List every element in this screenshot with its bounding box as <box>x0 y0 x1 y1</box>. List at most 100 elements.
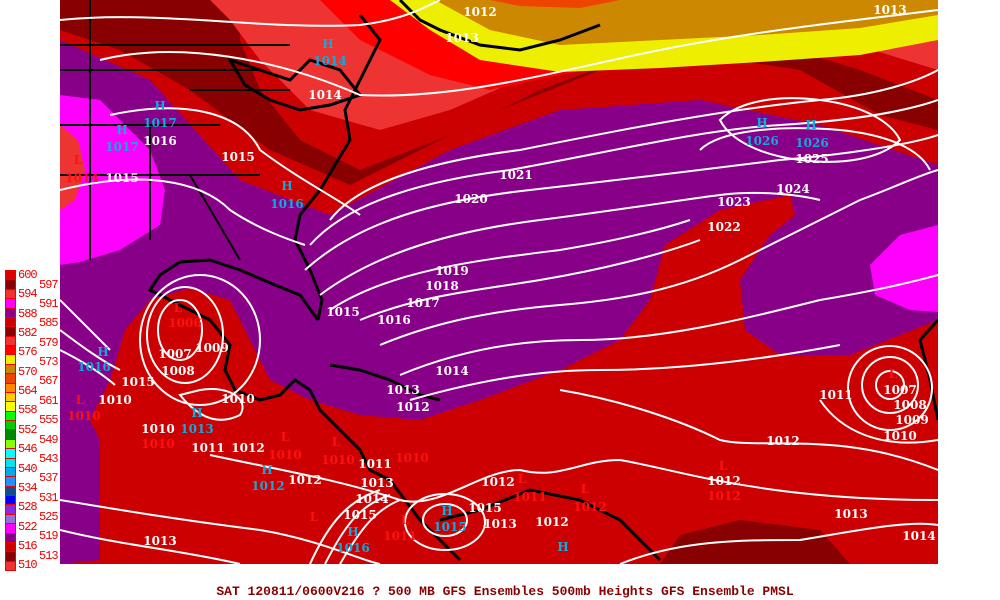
fill-purple <box>60 40 938 564</box>
high-pressure-value: 1017 <box>105 140 138 154</box>
cuba <box>329 363 441 402</box>
high-pressure-marker: H <box>441 504 452 518</box>
low-pressure-marker: L <box>581 482 590 496</box>
low-pressure-marker: L <box>174 301 183 315</box>
legend-label: 525 <box>39 509 59 524</box>
isobar-label: 1008 <box>893 398 926 412</box>
high-pressure-value: 1013 <box>180 422 213 436</box>
color-legend: 600 597 594 591 588 585 582 579 576 573 570 567 564 5… <box>4 268 60 571</box>
isobar-label: 1007 <box>158 347 191 361</box>
legend-label: 513 <box>39 548 59 563</box>
isobar-label: 1019 <box>435 264 468 278</box>
legend-label: 531 <box>39 490 59 505</box>
isobar-label: 1009 <box>195 341 228 355</box>
legend-label: 573 <box>39 355 59 370</box>
map-caption: SAT 120811/0600V216 ? 500 MB GFS Ensembl… <box>216 584 794 599</box>
legend-label: 516 <box>18 538 38 553</box>
low-pressure-value: 1012 <box>573 500 606 514</box>
high-pressure-value: 1017 <box>143 116 176 130</box>
us-east-coast <box>293 14 382 321</box>
legend-label: 546 <box>18 442 38 457</box>
high-pressure-marker: H <box>322 37 333 51</box>
isobar-label: 1013 <box>873 3 906 17</box>
low-pressure-marker: L <box>889 367 898 381</box>
high-pressure-marker: H <box>347 525 358 539</box>
isobar-label: 1007 <box>883 383 916 397</box>
high-pressure-value: 1015 <box>433 520 466 534</box>
legend-label: 528 <box>18 500 38 515</box>
low-pressure-value: 1010 <box>141 437 174 451</box>
isobar-label: 1015 <box>105 171 138 185</box>
high-pressure-marker: H <box>281 179 292 193</box>
low-pressure-marker: L <box>310 510 319 524</box>
legend-label: 594 <box>18 287 38 302</box>
high-pressure-value: 1016 <box>77 360 110 374</box>
low-pressure-marker: L <box>401 513 410 527</box>
coastlines <box>60 0 938 562</box>
legend-label: 600 <box>18 268 38 282</box>
gulf-coast <box>147 258 391 482</box>
legend-label: 561 <box>39 393 59 408</box>
legend-label: 585 <box>39 316 59 331</box>
low-pressure-marker: L <box>76 393 85 407</box>
isobar-label: 1014 <box>435 364 468 378</box>
canada-coast <box>398 0 601 52</box>
isobar-label: 1013 <box>834 507 867 521</box>
isobar-label: 1012 <box>288 473 321 487</box>
isobar-label: 1012 <box>396 400 429 414</box>
isobar-label: 1022 <box>707 220 740 234</box>
fill-magenta-east <box>870 225 938 312</box>
high-pressure-value: 1012 <box>251 479 284 493</box>
isobar-label: 1015 <box>468 501 501 515</box>
low-pressure-marker: L <box>719 459 728 473</box>
high-pressure-marker: H <box>261 463 272 477</box>
high-pressure-marker: H <box>116 123 127 137</box>
us-state-lines <box>60 0 290 261</box>
isobar-label: 1010 <box>883 429 916 443</box>
isobar-label: 1008 <box>161 364 194 378</box>
isobar-label: 1015 <box>121 375 154 389</box>
high-pressure-marker: H <box>191 406 202 420</box>
central-america <box>388 479 462 562</box>
isobar-label: 1020 <box>454 192 487 206</box>
legend-label: 564 <box>18 384 38 399</box>
south-america-coast <box>439 488 662 562</box>
low-pressure-value: 1011 <box>513 490 546 504</box>
isobar-label: 1012 <box>707 474 740 488</box>
high-pressure-marker: H <box>805 118 816 132</box>
legend-label: 558 <box>18 403 38 418</box>
isobar-label: 1013 <box>445 31 478 45</box>
legend-label: 555 <box>39 413 59 428</box>
weather-map: 1012 1013 H 1014 1014 H 1017 H 1017 1016 1015 L 1014… <box>60 0 938 564</box>
isobar-label: 1013 <box>360 476 393 490</box>
fill-orange-red <box>490 0 620 8</box>
isobar-label: 1013 <box>143 534 176 548</box>
isobar-label: 1025 <box>795 152 828 166</box>
isobar-label: 1016 <box>143 134 176 148</box>
isobar-label: 1013 <box>483 517 516 531</box>
legend-swatch <box>5 560 16 571</box>
height-fills <box>60 0 938 564</box>
low-pressure-value: 1010 <box>395 451 428 465</box>
isobar-label: 1009 <box>895 413 928 427</box>
legend-label: 540 <box>18 461 38 476</box>
legend-label: 576 <box>18 345 38 360</box>
isobar-label: 1012 <box>231 441 264 455</box>
isobar-label: 1015 <box>221 150 254 164</box>
isobar-label: 1014 <box>355 492 388 506</box>
isobar-label: 1011 <box>819 388 852 402</box>
legend-label: 522 <box>18 519 38 534</box>
legend-label: 570 <box>18 364 38 379</box>
isobar-label: 1012 <box>463 5 496 19</box>
high-pressure-value: 1016 <box>270 197 303 211</box>
high-pressure-value: 1014 <box>313 54 346 68</box>
low-pressure-marker: L <box>518 472 527 486</box>
low-pressure-marker: L <box>332 435 341 449</box>
isobar-label: 1012 <box>481 475 514 489</box>
high-pressure-marker: H <box>154 99 165 113</box>
pressure-labels: 1012 1013 H 1014 1014 H 1017 H 1017 1016 1015 L 1014… <box>65 3 935 555</box>
isobar-label: 1018 <box>425 279 458 293</box>
high-pressure-marker: H <box>756 116 767 130</box>
isobar-label: 1010 <box>141 422 174 436</box>
isobar-label: 1010 <box>221 392 254 406</box>
